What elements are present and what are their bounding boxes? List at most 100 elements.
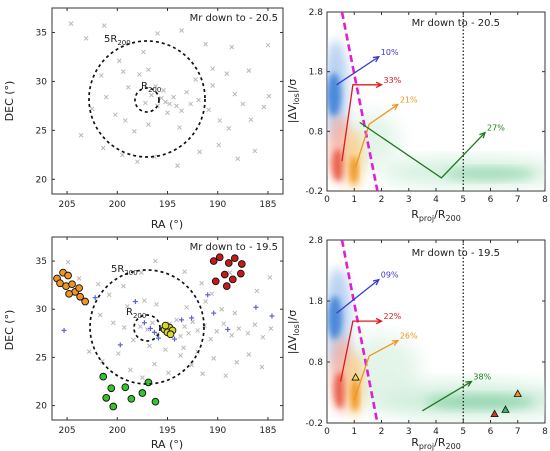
group-member-point (121, 383, 130, 392)
galaxy-marker-x (254, 288, 260, 294)
panel-sky-top: Mr down to - 20.5 5R200 R200 205 200 195 19… (3, 7, 284, 231)
migration-percent-label: 22% (384, 312, 402, 321)
galaxy-marker-x (265, 42, 271, 48)
galaxy-marker-x (184, 304, 189, 310)
y-tick-label: 0.8 (309, 127, 324, 137)
group-triangle-marker (513, 389, 522, 397)
galaxy-marker-x (209, 291, 215, 297)
galaxy-marker-x (203, 41, 209, 47)
x-tick-label: 0 (324, 427, 330, 437)
galaxy-marker-x (179, 28, 184, 33)
x-tick-label: 190 (209, 200, 226, 210)
galaxy-marker-x (174, 317, 179, 323)
galaxy-marker-x (186, 330, 191, 336)
x-tick-label: 0 (324, 195, 330, 205)
axes: 0 1 2 3 4 5 6 7 8 2.8 1.8 0.8 -0.2 (305, 236, 548, 437)
galaxy-marker-x (211, 356, 217, 361)
galaxy-marker-x (101, 23, 107, 28)
galaxy-marker-x (178, 333, 183, 339)
x-tick-label: 5 (460, 427, 466, 437)
galaxy-points (53, 253, 275, 411)
galaxy-marker-plus (141, 320, 147, 326)
galaxy-marker-x (252, 322, 258, 328)
density-contours (327, 268, 545, 417)
galaxy-marker-x (248, 117, 254, 122)
red-density-core (334, 372, 346, 408)
group-member-point (64, 271, 72, 280)
group-member-point (99, 372, 108, 381)
group-member-point (56, 279, 64, 288)
migration-arrow: 21% (354, 95, 418, 168)
y-tick-label: 30 (36, 305, 48, 315)
caustic-line (340, 239, 379, 424)
galaxy-marker-x (100, 145, 106, 151)
panel-phase-bottom: 09% 22% 26% 38% Mr down to - 19.5 0 1 2 3 4 5 6 7 8… (286, 236, 548, 451)
y-tick-label: 1.8 (309, 68, 324, 78)
y-tick-label: 35 (36, 257, 47, 267)
x-tick-label: 3 (406, 195, 412, 205)
axes: 205 200 195 190 185 20 25 30 35 (36, 8, 283, 210)
galaxy-marker-x (196, 97, 201, 103)
galaxy-marker-x (135, 159, 140, 165)
galaxy-marker-x (159, 95, 164, 101)
galaxy-marker-x (83, 35, 89, 41)
galaxy-marker-x (103, 94, 109, 100)
galaxy-marker-x (174, 103, 179, 109)
migration-percent-label: 26% (400, 332, 418, 341)
galaxy-marker-x (153, 83, 158, 89)
group-member-point (166, 330, 175, 339)
galaxy-marker-x (154, 302, 159, 307)
galaxy-marker-x (214, 329, 220, 334)
migration-arrow: 09% (336, 271, 399, 314)
group-member-point (138, 389, 147, 397)
x-tick-label: 7 (515, 427, 521, 437)
galaxy-marker-x (97, 312, 103, 318)
galaxy-marker-plus (253, 304, 259, 310)
x-tick-label: 2 (379, 195, 385, 205)
migration-percent-label: 09% (381, 271, 399, 280)
galaxy-marker-x (163, 347, 168, 353)
galaxy-marker-x (216, 142, 222, 148)
red-density-core (332, 149, 344, 181)
migration-percent-label: 38% (473, 373, 491, 382)
panel-title: Mr down to - 20.5 (412, 18, 500, 29)
galaxy-marker-x (110, 320, 116, 326)
y-tick-label: 0.8 (309, 358, 324, 368)
galaxy-marker-x (120, 283, 126, 289)
galaxy-marker-x (232, 310, 238, 316)
galaxy-marker-x (223, 373, 229, 379)
group-member-point (220, 270, 229, 279)
group-member-point (76, 292, 84, 301)
panel-title: Mr down to - 19.5 (412, 248, 500, 259)
panel-title: Mr down to - 20.5 (190, 13, 278, 24)
circle-5r200 (88, 40, 206, 158)
migration-percent-label: 33% (384, 76, 402, 85)
x-tick-label: 205 (58, 426, 75, 436)
galaxy-marker-x (229, 332, 235, 338)
galaxy-marker-x (68, 21, 74, 27)
galaxy-marker-x (139, 270, 144, 275)
x-tick-label: 5 (460, 195, 466, 205)
galaxy-marker-x (124, 303, 130, 309)
galaxy-marker-plus (132, 299, 138, 305)
galaxy-marker-x (125, 84, 131, 90)
galaxy-marker-x (155, 31, 160, 36)
x-tick-label: 4 (433, 195, 439, 205)
galaxy-marker-x (163, 99, 168, 105)
x-tick-label: 1 (351, 427, 357, 437)
x-tick-label: 195 (159, 426, 176, 436)
group-member-point (127, 394, 136, 403)
galaxy-marker-x (203, 299, 209, 304)
galaxy-marker-plus (147, 326, 153, 331)
group-triangle-marker (501, 405, 510, 413)
x-tick-label: 1 (351, 195, 357, 205)
x-tick-label: 2 (379, 427, 385, 437)
galaxy-marker-x (166, 370, 171, 376)
migration-arrow: 22% (339, 312, 402, 382)
galaxy-marker-x (165, 110, 170, 116)
galaxy-marker-x (177, 125, 182, 130)
group-member-point (65, 289, 73, 298)
group-member-point (151, 397, 160, 406)
galaxy-marker-x (120, 69, 126, 74)
galaxy-marker-plus (61, 327, 67, 333)
